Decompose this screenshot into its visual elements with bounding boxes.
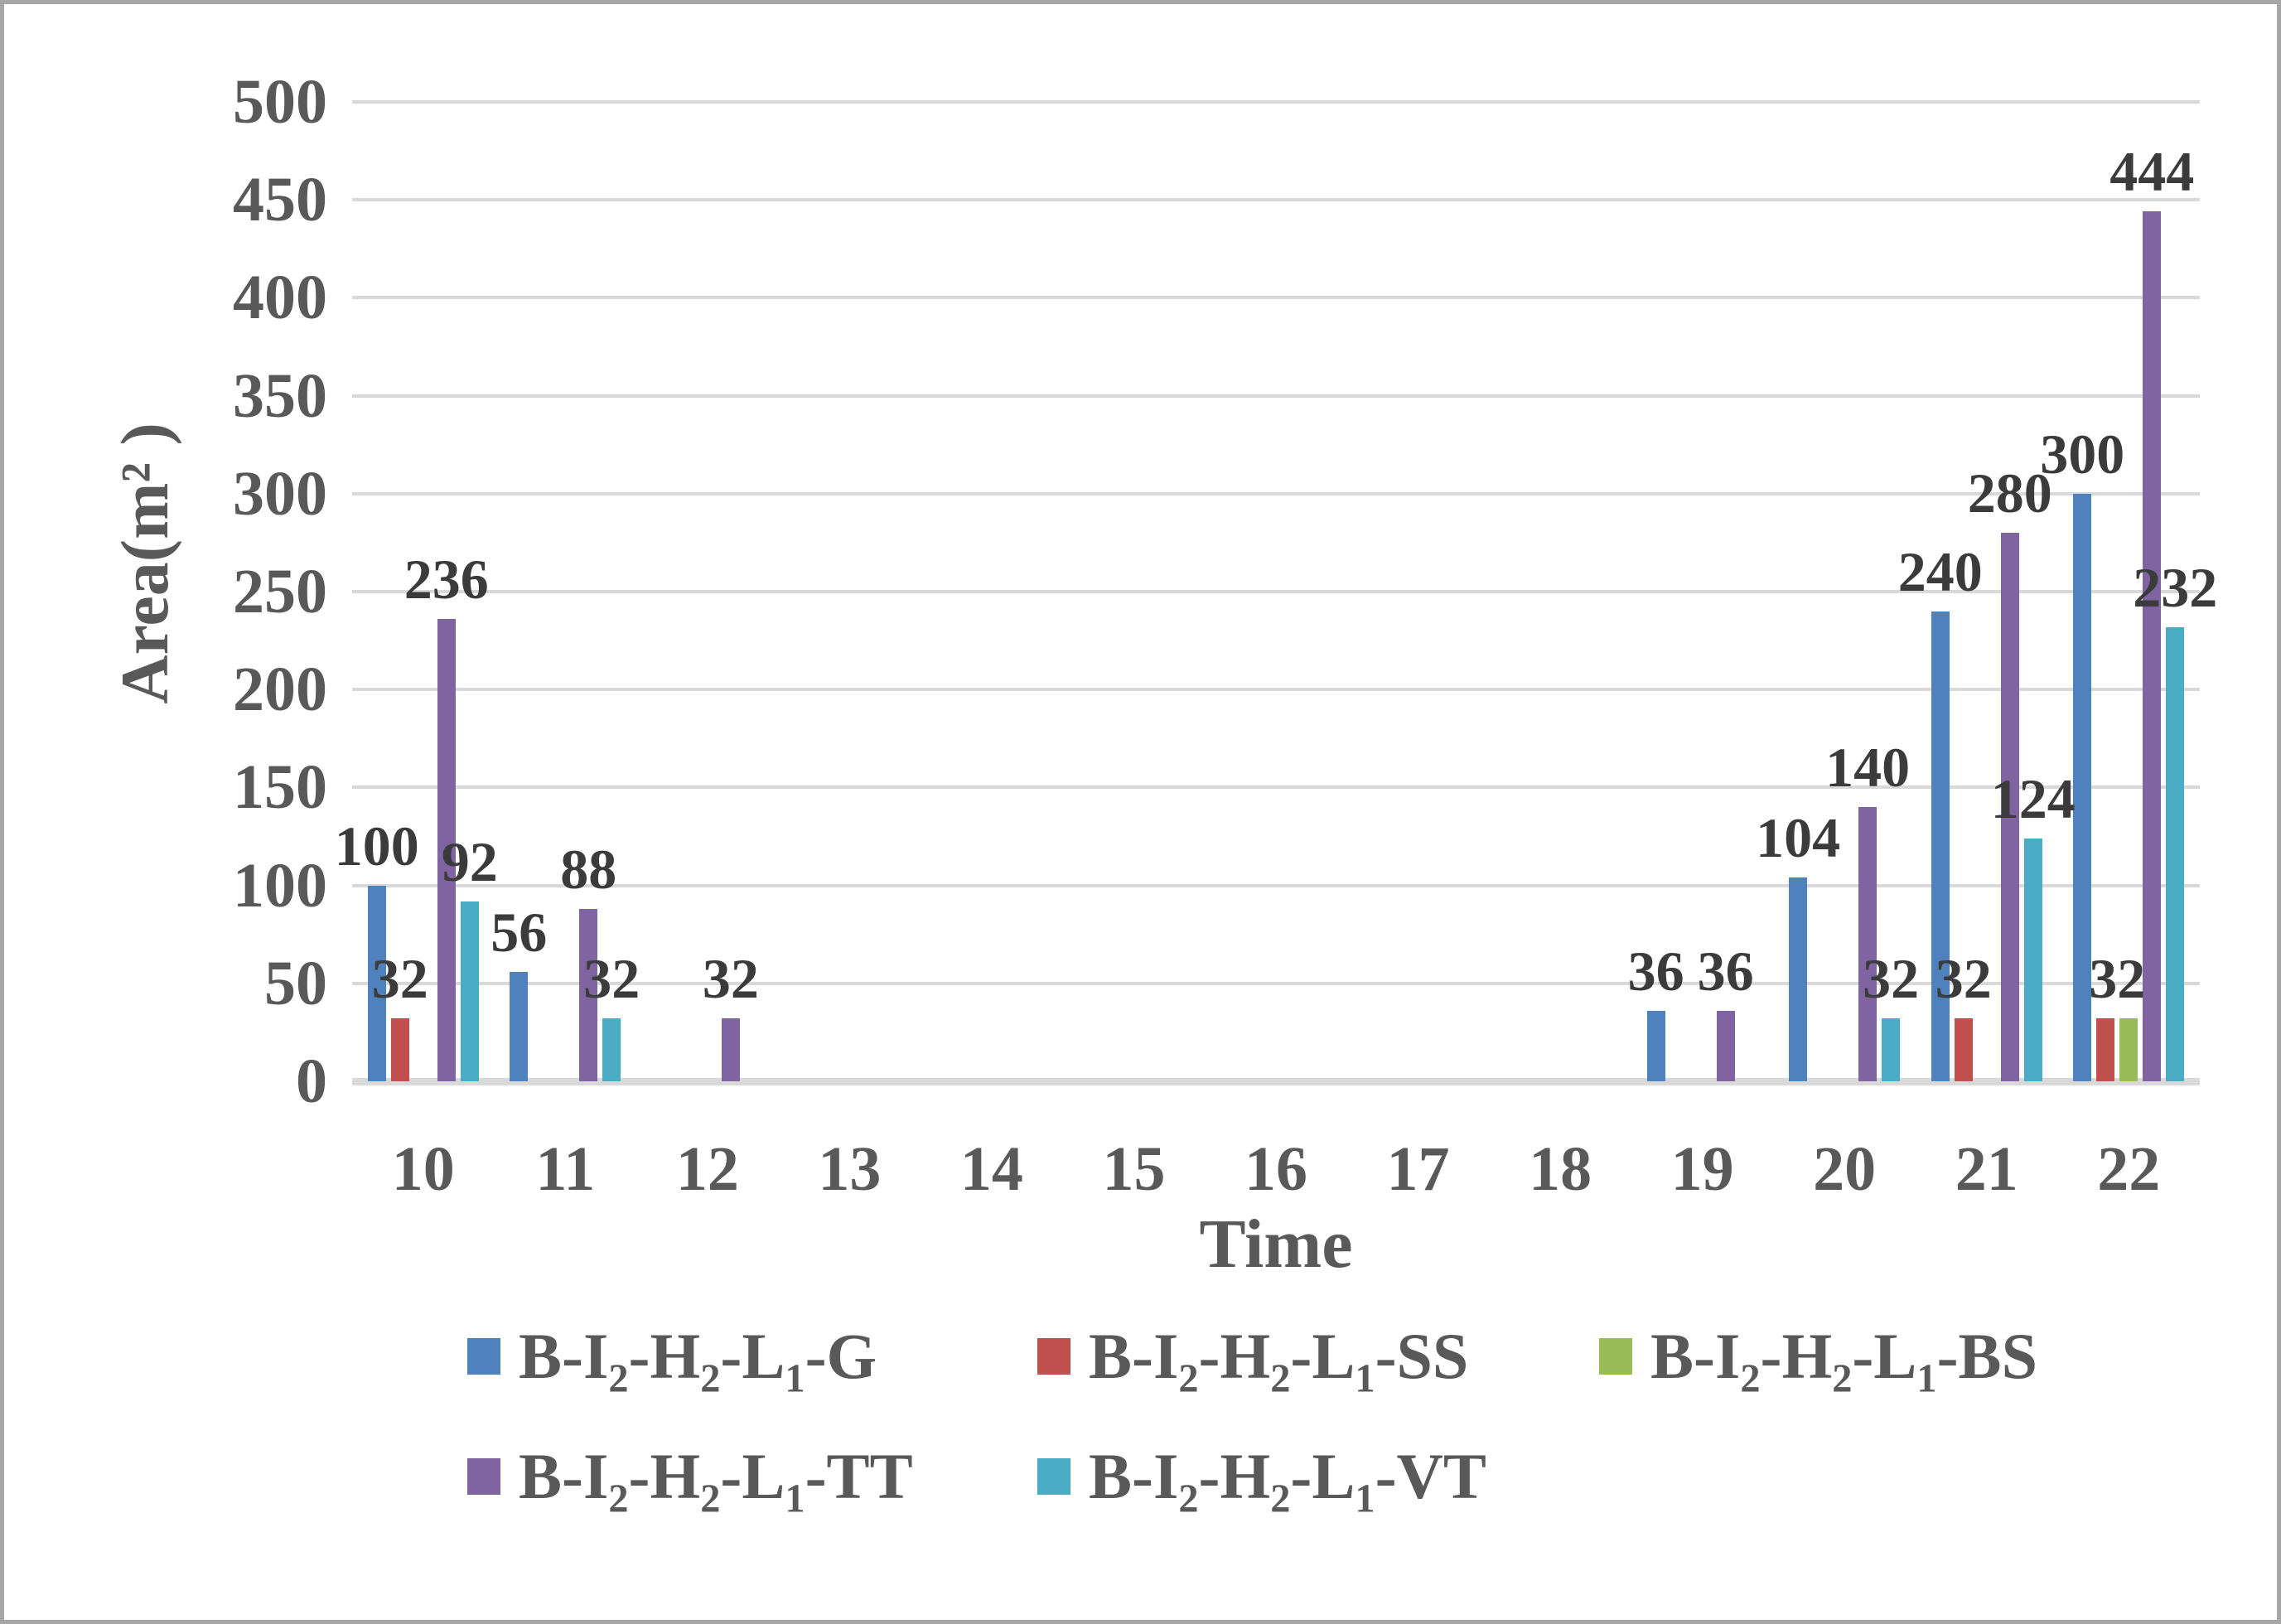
y-tick-label: 100	[233, 850, 327, 921]
gridline	[352, 785, 2200, 790]
legend-swatch	[1037, 1338, 1070, 1375]
bar-data-label: 104	[1756, 806, 1841, 870]
bar-data-label: 32	[2089, 947, 2146, 1011]
bar	[2023, 838, 2042, 1081]
y-tick-label: 450	[233, 165, 327, 235]
bar	[367, 885, 386, 1081]
gridline	[352, 981, 2200, 985]
legend-swatch	[467, 1458, 500, 1495]
bar	[2096, 1018, 2115, 1081]
gridline	[352, 394, 2200, 398]
x-tick-label: 13	[818, 1134, 882, 1204]
gridline	[352, 296, 2200, 300]
bar	[437, 619, 456, 1081]
legend-item-label: B-I2-H2-L1-SS	[1089, 1320, 1469, 1401]
bar-data-label: 444	[2109, 140, 2195, 204]
y-tick-label: 300	[233, 458, 327, 529]
x-tick-label: 22	[2097, 1134, 2161, 1204]
bar-data-label: 240	[1897, 539, 1983, 603]
y-tick-label: 50	[264, 948, 327, 1018]
bar-data-label: 88	[560, 837, 617, 901]
legend-item: B-I2-H2-L1-SS	[1037, 1318, 1469, 1401]
bar-data-label: 56	[491, 900, 548, 964]
bar	[1646, 1010, 1665, 1081]
y-tick-label: 150	[233, 752, 327, 823]
x-tick-label: 21	[1955, 1134, 2018, 1204]
bar-data-label: 236	[404, 548, 489, 611]
bar	[579, 908, 598, 1081]
y-tick-label: 250	[233, 557, 327, 626]
bar	[602, 1018, 621, 1081]
x-tick-label: 10	[391, 1134, 455, 1204]
x-tick-label: 15	[1102, 1134, 1166, 1204]
y-tick-label: 0	[296, 1046, 327, 1116]
bar-data-label: 36	[1627, 939, 1684, 1003]
legend-item-label: B-I2-H2-L1-TT	[519, 1440, 913, 1521]
x-tick-label: 17	[1386, 1134, 1450, 1204]
bar-data-label: 32	[583, 947, 640, 1011]
bar	[510, 971, 529, 1081]
x-tick-label: 14	[959, 1134, 1023, 1204]
gridline	[352, 491, 2200, 495]
bar	[2119, 1018, 2138, 1081]
gridline	[352, 688, 2200, 692]
bar	[1858, 807, 1877, 1081]
gridline	[352, 590, 2200, 593]
legend-swatch	[467, 1338, 500, 1375]
x-tick-label: 19	[1670, 1134, 1734, 1204]
bar	[2143, 211, 2162, 1081]
legend-item-label: B-I2-H2-L1-BS	[1650, 1320, 2037, 1401]
gridline	[352, 1077, 2200, 1085]
legend-item: B-I2-H2-L1-BS	[1599, 1318, 2037, 1401]
y-tick-label: 400	[233, 263, 327, 333]
bar-data-label: 100	[334, 814, 419, 877]
bar-data-label: 232	[2133, 555, 2218, 619]
x-tick-label: 16	[1244, 1134, 1307, 1204]
bar	[1716, 1010, 1735, 1081]
y-tick-label: 350	[233, 360, 327, 431]
bar	[1789, 877, 1808, 1081]
bar-data-label: 280	[1967, 462, 2052, 525]
gridline	[352, 883, 2200, 887]
bar	[1954, 1018, 1973, 1081]
y-tick-label: 200	[233, 655, 327, 725]
bar-data-label: 32	[702, 947, 759, 1011]
bar	[2166, 626, 2185, 1081]
bar	[460, 901, 479, 1081]
bar-data-label: 32	[1863, 947, 1920, 1011]
bar	[1931, 611, 1950, 1081]
bar-data-label: 36	[1697, 939, 1754, 1003]
bar	[1882, 1018, 1901, 1081]
legend-item-label: B-I2-H2-L1-VT	[1089, 1440, 1486, 1521]
bar-data-label: 92	[441, 829, 498, 893]
legend-item: B-I2-H2-L1-VT	[1037, 1438, 1486, 1521]
x-tick-label: 11	[535, 1134, 596, 1204]
x-axis-title: Time	[1199, 1206, 1353, 1283]
bar	[390, 1018, 409, 1081]
gridline	[352, 100, 2200, 104]
x-tick-label: 20	[1813, 1134, 1877, 1204]
bar-data-label: 32	[371, 947, 428, 1011]
bar	[2000, 533, 2019, 1081]
legend-item: B-I2-H2-L1-G	[467, 1318, 877, 1401]
bar-data-label: 140	[1825, 736, 1911, 800]
bar-data-label: 32	[1935, 947, 1992, 1011]
x-tick-label: 18	[1529, 1134, 1592, 1204]
bar-data-label: 124	[1990, 766, 2076, 830]
bar	[721, 1018, 740, 1081]
legend-swatch	[1037, 1458, 1070, 1495]
legend-item-label: B-I2-H2-L1-G	[519, 1320, 877, 1401]
legend-item: B-I2-H2-L1-TT	[467, 1438, 913, 1521]
bar	[2073, 493, 2092, 1081]
bar-data-label: 300	[2040, 422, 2125, 486]
y-tick-label: 500	[233, 67, 327, 137]
x-tick-label: 12	[675, 1134, 739, 1204]
gridline	[352, 198, 2200, 202]
legend-swatch	[1599, 1338, 1632, 1375]
